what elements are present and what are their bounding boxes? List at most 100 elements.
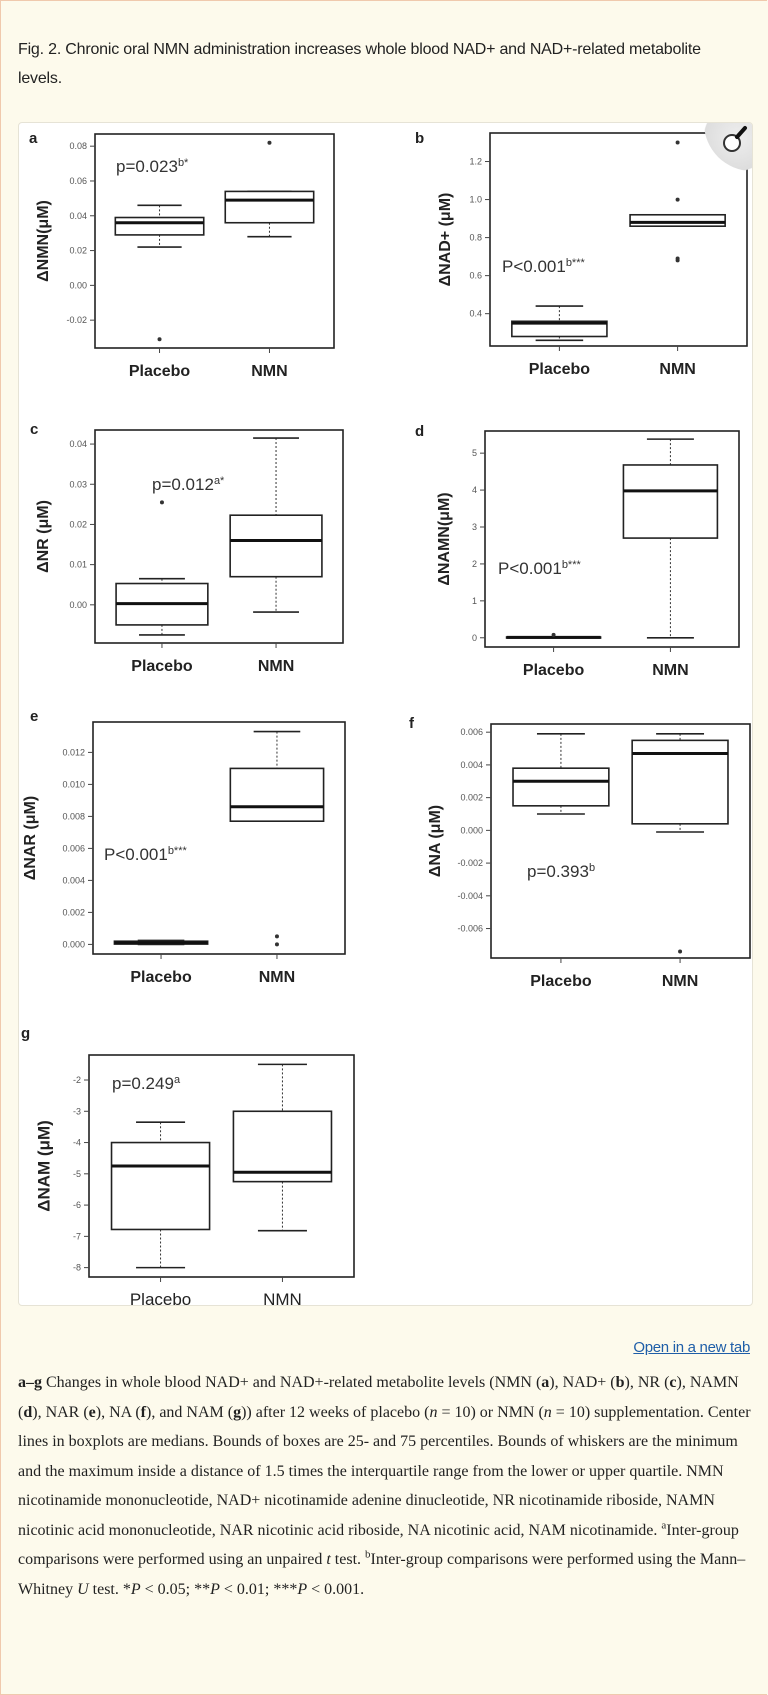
plot-frame <box>94 133 335 349</box>
iqr-box <box>511 320 608 338</box>
y-tick-label: 0.002 <box>460 793 483 803</box>
zoom-button[interactable] <box>704 123 752 171</box>
y-tick-label: 0.04 <box>69 211 87 221</box>
y-tick-label: 0.00 <box>69 600 87 610</box>
plot-frame <box>490 723 751 959</box>
caption-segment: ), NAMN ( <box>18 1374 739 1421</box>
caption-segment: ), NA ( <box>95 1403 141 1421</box>
caption-segment: a <box>661 1519 667 1532</box>
panel-letter: e <box>30 708 38 725</box>
y-tick-label: 0.02 <box>69 246 87 256</box>
figure-title: Fig. 2. Chronic oral NMN administration … <box>18 41 701 87</box>
y-tick-label: 0.012 <box>62 747 85 757</box>
caption-segment: P <box>130 1580 141 1598</box>
iqr-box <box>232 1110 333 1183</box>
p-value-superscript: b* <box>178 157 189 169</box>
plot-frame <box>489 132 748 347</box>
p-value-text: p=0.249 <box>112 1074 174 1093</box>
caption-segment: Inter-group comparisons were performed u… <box>18 1551 746 1598</box>
caption-segment: ), and NAM ( <box>146 1403 234 1421</box>
caption-segment: Changes in whole blood NAD+ and NAD+-rel… <box>42 1374 542 1391</box>
caption-segment: test. <box>330 1551 366 1568</box>
panel-letter: c <box>30 421 38 438</box>
p-value-text: p=0.012 <box>152 475 214 494</box>
y-tick-label: 4 <box>472 485 477 495</box>
y-tick-label: 0.002 <box>62 907 85 917</box>
y-tick-label: -8 <box>73 1263 81 1273</box>
y-tick-label: 3 <box>472 522 477 532</box>
p-value-label: p=0.249a <box>112 1074 181 1093</box>
x-category-label: NMN <box>251 363 287 380</box>
caption-segment: ), NAD+ ( <box>549 1374 616 1391</box>
y-tick-label: 0 <box>472 633 477 643</box>
p-value-text: p=0.393 <box>527 862 589 881</box>
x-category-label: NMN <box>662 973 698 990</box>
p-value-superscript: a <box>174 1074 181 1086</box>
y-tick-label: 1 <box>472 596 477 606</box>
y-tick-label: -7 <box>73 1231 81 1241</box>
y-tick-label: -6 <box>73 1200 81 1210</box>
iqr-box <box>229 767 325 823</box>
iqr-box <box>512 767 610 807</box>
y-tick-label: 0.06 <box>69 176 87 186</box>
caption-segment: ), NR ( <box>624 1374 670 1391</box>
panel-letter: b <box>415 130 424 147</box>
y-tick-label: 0.000 <box>62 939 85 949</box>
x-category-label: NMN <box>259 969 295 986</box>
p-value-label: P<0.001b*** <box>502 257 585 276</box>
panel-letter: f <box>409 715 415 732</box>
outlier-point <box>274 934 279 939</box>
y-tick-label: 0.004 <box>460 760 483 770</box>
y-tick-label: 0.8 <box>469 233 482 243</box>
panel-letter: g <box>21 1025 30 1042</box>
caption-segment: < 0.001. <box>307 1580 365 1598</box>
x-category-label: Placebo <box>530 973 592 990</box>
y-axis-label: ΔNAR (μM) <box>22 796 39 880</box>
caption-segment: = 10) supplementation. Center lines in b… <box>18 1403 751 1539</box>
figure-image[interactable]: a -0.02 0.00 0.02 0.04 0.06 0.08 ΔNMN(μM) Placeb… <box>18 122 753 1306</box>
p-value-text: P<0.001 <box>498 559 562 578</box>
x-category-label: Placebo <box>131 658 193 675</box>
x-category-label: NMN <box>263 1290 302 1305</box>
caption-segment: n <box>429 1403 438 1421</box>
y-tick-label: -2 <box>73 1075 81 1085</box>
y-tick-label: 0.010 <box>62 779 85 789</box>
caption-segment: )) after 12 weeks of placebo ( <box>241 1403 430 1421</box>
y-tick-label: 0.08 <box>69 141 87 151</box>
p-value-label: p=0.393b <box>527 862 595 881</box>
caption-segment: U <box>77 1580 89 1598</box>
open-in-new-tab-link[interactable]: Open in a new tab <box>633 1339 750 1356</box>
y-tick-label: 2 <box>472 559 477 569</box>
iqr-box <box>629 213 726 227</box>
y-axis-label: ΔNAMN(μM) <box>436 492 453 585</box>
y-tick-label: 0.02 <box>69 519 87 529</box>
y-tick-label: 1.2 <box>469 157 482 167</box>
p-value-text: p=0.023 <box>116 157 178 176</box>
outlier-point <box>551 632 556 637</box>
outlier-point <box>675 140 680 145</box>
caption-segment: = 10) or NMN ( <box>437 1403 544 1421</box>
caption-segment: d <box>23 1403 33 1421</box>
p-value-superscript: b <box>589 862 595 874</box>
y-tick-label: -0.002 <box>457 858 483 868</box>
y-tick-label: 0.03 <box>69 479 87 489</box>
p-value-superscript: b*** <box>168 845 188 857</box>
x-category-label: Placebo <box>130 969 192 986</box>
x-category-label: NMN <box>659 361 695 378</box>
y-tick-label: 5 <box>472 448 477 458</box>
y-axis-label: ΔNAM (μM) <box>34 1120 53 1212</box>
y-tick-label: 0.01 <box>69 560 87 570</box>
x-category-label: NMN <box>652 662 688 679</box>
p-value-label: P<0.001b*** <box>498 559 581 578</box>
p-value-text: P<0.001 <box>104 845 168 864</box>
y-tick-label: 0.004 <box>62 875 85 885</box>
caption-segment: a <box>541 1374 550 1391</box>
y-tick-label: 0.006 <box>62 843 85 853</box>
iqr-box <box>622 464 719 539</box>
outlier-point <box>675 256 680 261</box>
y-tick-label: 0.006 <box>460 727 483 737</box>
plot-frame <box>88 1054 355 1278</box>
y-tick-label: -3 <box>73 1106 81 1116</box>
x-category-label: Placebo <box>130 1290 191 1305</box>
